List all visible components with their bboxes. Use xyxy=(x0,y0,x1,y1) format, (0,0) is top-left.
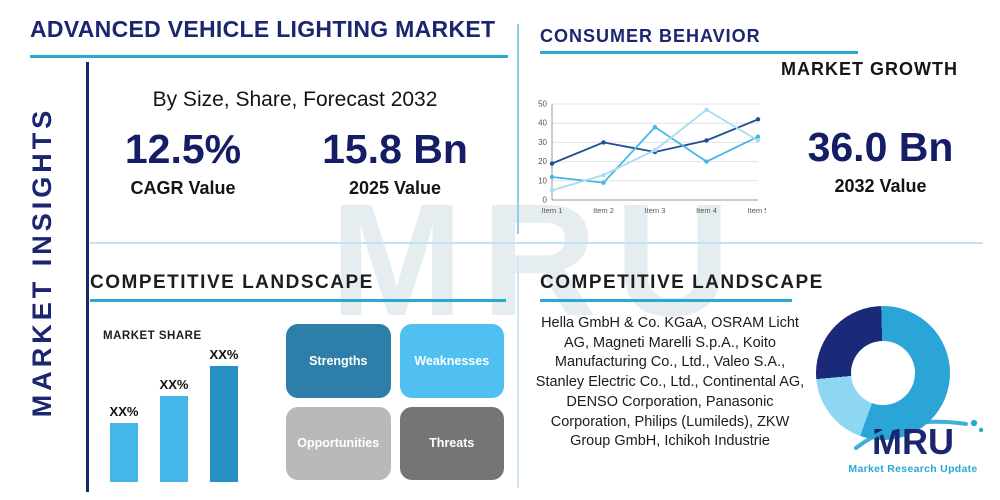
value-2025: 15.8 Bn xyxy=(322,126,468,172)
market-share-title: MARKET SHARE xyxy=(103,330,202,342)
line-chart-svg: 0 10 20 30 40 50 Item 1 Item 2 Item 3 Item 4 Item … xyxy=(538,100,768,216)
market-growth-title: MARKET GROWTH xyxy=(781,59,958,79)
svg-text:0: 0 xyxy=(543,196,548,205)
vertical-divider-top xyxy=(517,24,519,234)
swot-cell-threats: Threats xyxy=(399,406,504,480)
consumer-behavior-title: CONSUMER BEHAVIOR xyxy=(540,26,761,46)
market-share-bar-label: XX% xyxy=(209,347,239,362)
page-title: ADVANCED VEHICLE LIGHTING MARKET xyxy=(30,16,496,42)
horizontal-divider xyxy=(90,242,983,244)
brand-logo: MRU Market Research Update xyxy=(838,419,988,475)
title-underline xyxy=(30,55,508,58)
market-share-bar-chart: XX% XX% XX% xyxy=(100,344,270,482)
consumer-line-chart: 0 10 20 30 40 50 Item 1 Item 2 Item 3 Item 4 Item … xyxy=(526,98,768,220)
svg-text:40: 40 xyxy=(538,119,547,128)
competitive-landscape-right-title: COMPETITIVE LANDSCAPE xyxy=(540,272,824,293)
sidebar-divider-line xyxy=(86,62,89,492)
swot-cell-weaknesses: Weaknesses xyxy=(399,324,504,398)
consumer-behavior-underline xyxy=(540,51,858,54)
competitive-landscape-left-underline xyxy=(90,299,506,302)
svg-text:50: 50 xyxy=(538,100,547,109)
svg-text:Item 4: Item 4 xyxy=(696,206,717,215)
sidebar-vertical-title: MARKET INSIGHTS xyxy=(27,106,57,418)
market-share-bar xyxy=(210,366,238,482)
donut-hole xyxy=(851,341,915,405)
swot-grid: Strengths Weaknesses Opportunities Threats xyxy=(286,324,504,480)
report-subtitle: By Size, Share, Forecast 2032 xyxy=(152,88,438,111)
competitive-landscape-left-title: COMPETITIVE LANDSCAPE xyxy=(90,272,374,293)
company-list: Hella GmbH & Co. KGaA, OSRAM Licht AG, M… xyxy=(535,315,805,450)
stat-2032-value: 36.0 Bn 2032 Value xyxy=(788,124,973,197)
competitive-landscape-right-underline xyxy=(540,299,792,302)
cagr-label: CAGR Value xyxy=(130,178,236,199)
market-share-bar xyxy=(110,423,138,482)
cagr-value: 12.5% xyxy=(124,126,242,172)
svg-text:Item 5: Item 5 xyxy=(748,206,766,215)
svg-text:Item 1: Item 1 xyxy=(542,206,563,215)
market-share-donut-chart xyxy=(816,306,950,440)
svg-text:30: 30 xyxy=(538,138,547,147)
swot-cell-opportunities: Opportunities xyxy=(286,406,391,480)
logo-text: MRU xyxy=(872,421,954,462)
stat-2025-value: 15.8 Bn 2025 Value xyxy=(305,126,485,199)
svg-text:10: 10 xyxy=(538,176,547,185)
value-2032: 36.0 Bn xyxy=(807,124,954,170)
market-share-bar-label: XX% xyxy=(159,377,189,392)
market-share-bar xyxy=(160,396,188,482)
label-2032: 2032 Value xyxy=(834,176,927,197)
svg-text:Item 2: Item 2 xyxy=(593,206,614,215)
svg-text:Item 3: Item 3 xyxy=(645,206,666,215)
swot-cell-strengths: Strengths xyxy=(286,324,391,398)
vertical-divider-bottom xyxy=(517,258,519,488)
label-2025: 2025 Value xyxy=(348,178,442,199)
stat-cagr: 12.5% CAGR Value xyxy=(98,126,268,199)
logo-tagline: Market Research Update xyxy=(848,463,978,475)
market-share-bar-label: XX% xyxy=(109,404,139,419)
svg-text:20: 20 xyxy=(538,157,547,166)
